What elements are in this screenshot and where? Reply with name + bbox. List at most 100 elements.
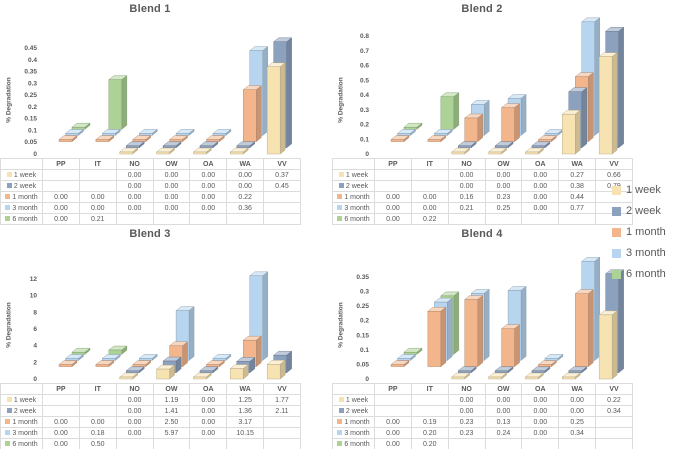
row-label: 3 month — [0, 202, 43, 214]
category-header: NO — [447, 158, 486, 170]
table-cell: 0.00 — [115, 191, 154, 203]
category-header: IT — [78, 158, 117, 170]
legend-swatch-icon — [612, 269, 621, 279]
y-tick-label: 6 — [33, 326, 37, 333]
table-cell: 0.00 — [189, 169, 228, 181]
category-header: OA — [521, 158, 560, 170]
series-swatch-icon — [338, 172, 344, 178]
panel-blend-1: Blend 1 % Degradation 0 0.05 0.1 0.15 0.2 0.2… — [0, 0, 338, 225]
bar-1-week-OA — [524, 372, 544, 380]
table-cell — [521, 438, 560, 449]
table-cell: 0.00 — [521, 394, 560, 406]
table-cell — [374, 169, 412, 181]
panel-blend-4: Blend 4 % Degradation 0 0.05 0.1 0.15 0.2 0.2… — [332, 225, 670, 449]
bar-3-month-OW — [175, 128, 195, 136]
y-tick-label: 0.6 — [360, 63, 369, 70]
bar-1-month-PP — [390, 360, 410, 368]
table-corner — [332, 158, 375, 170]
series-swatch-icon — [6, 408, 12, 414]
legend-item: 1 week — [612, 184, 666, 196]
series-swatch-icon — [5, 205, 11, 211]
table-cell — [263, 191, 301, 203]
data-table: PP IT NO OW OA WA VV 1 week 0.00 0.00 0.00 0.27 0.66… — [332, 158, 633, 225]
bar-3-month-PP — [396, 128, 417, 136]
y-tick-label: 0.1 — [28, 127, 37, 134]
row-label: 3 month — [0, 427, 43, 439]
bar-6-month-PP — [403, 122, 423, 130]
table-corner — [0, 158, 43, 170]
table-row: 1 week 0.00 1.19 0.00 1.25 1.77 — [0, 394, 301, 406]
table-cell: 0.00 — [115, 169, 154, 181]
bar-1-week-WA — [561, 109, 581, 155]
bar-2-week-NO — [457, 366, 477, 374]
table-cell: 0.00 — [410, 202, 449, 214]
legend-swatch-icon — [612, 227, 621, 237]
table-cell — [78, 169, 117, 181]
table-cell: 0.00 — [521, 202, 560, 214]
panel-blend-3: Blend 3 % Degradation 0 2 4 6 8 10 12 PP IT NO OW… — [0, 225, 338, 449]
table-row: 3 month 0.00 0.20 0.23 0.24 0.00 0.34 — [332, 427, 633, 439]
table-cell: 3.17 — [226, 416, 265, 428]
chart-plot: 0 0.1 0.2 0.3 0.4 0.5 0.6 0.7 0.8 — [360, 17, 625, 158]
table-cell — [521, 213, 560, 225]
row-label: 2 week — [332, 180, 375, 192]
legend-label: 1 week — [626, 184, 661, 196]
y-tick-label: 0.25 — [24, 92, 37, 99]
table-cell: 0.00 — [521, 180, 560, 192]
table-cell: 0.36 — [226, 202, 265, 214]
y-tick-label: 0.4 — [360, 92, 369, 99]
bar-3-month-NO — [138, 353, 158, 361]
bar-3-month-OA — [544, 128, 564, 136]
table-cell — [42, 405, 80, 417]
table-cell: 0.37 — [263, 169, 301, 181]
table-cell: 1.25 — [226, 394, 265, 406]
table-cell: 0.00 — [152, 202, 191, 214]
table-cell: 0.00 — [374, 438, 412, 449]
bar-3-month-OA — [544, 353, 564, 361]
table-cell: 0.00 — [189, 416, 228, 428]
legend-item: 1 month — [612, 226, 666, 238]
table-cell — [484, 438, 523, 449]
bar-1-week-VV — [266, 359, 286, 380]
table-cell: 0.00 — [374, 416, 412, 428]
table-cell: 5.97 — [152, 427, 191, 439]
table-cell: 1.77 — [263, 394, 301, 406]
data-table: PP IT NO OW OA WA VV 1 week 0.00 0.00 0.00 0.00 0.37… — [0, 158, 301, 225]
table-cell: 0.00 — [484, 394, 523, 406]
bar-6-month-IT — [108, 345, 128, 355]
table-cell: 0.45 — [263, 180, 301, 192]
y-tick-label: 0.45 — [24, 45, 37, 52]
y-tick-label: 2 — [33, 359, 37, 366]
series-swatch-icon — [5, 194, 11, 200]
table-cell: 0.38 — [558, 180, 597, 192]
table-cell: 0.00 — [374, 202, 412, 214]
table-cell: 0.25 — [558, 416, 597, 428]
bar-1-month-PP — [58, 360, 78, 368]
bar-1-month-NO — [464, 295, 484, 368]
table-cell: 0.21 — [447, 202, 486, 214]
bar-2-week-OA — [199, 366, 219, 374]
table-cell — [558, 213, 597, 225]
series-swatch-icon — [6, 172, 12, 178]
table-cell: 0.00 — [226, 180, 265, 192]
bar-2-week-OW — [494, 141, 514, 149]
table-row: 2 week 0.00 0.00 0.00 0.00 0.34 — [332, 405, 633, 417]
table-row: 1 month 0.00 0.19 0.23 0.13 0.00 0.25 — [332, 416, 633, 428]
table-cell: 0.00 — [42, 202, 80, 214]
table-cell: 0.00 — [115, 405, 154, 417]
table-cell: 0.20 — [410, 427, 449, 439]
table-cell: 0.00 — [558, 394, 597, 406]
table-cell: 1.41 — [152, 405, 191, 417]
y-tick-label: 0.3 — [28, 80, 37, 87]
table-cell: 0.00 — [521, 191, 560, 203]
bar-1-month-OA — [537, 360, 557, 368]
bar-1-week-NO — [119, 372, 139, 380]
chart-title: Blend 3 — [129, 228, 171, 240]
table-row: 3 month 0.00 0.00 0.21 0.25 0.00 0.77 — [332, 202, 633, 214]
table-cell: 0.20 — [410, 438, 449, 449]
bar-3-month-PP — [396, 353, 417, 361]
row-label: 6 month — [332, 438, 375, 449]
y-tick-label: 0.35 — [356, 274, 369, 281]
data-table: PP IT NO OW OA WA VV 1 week 0.00 1.19 0.00 1.25 1.77… — [0, 383, 301, 449]
